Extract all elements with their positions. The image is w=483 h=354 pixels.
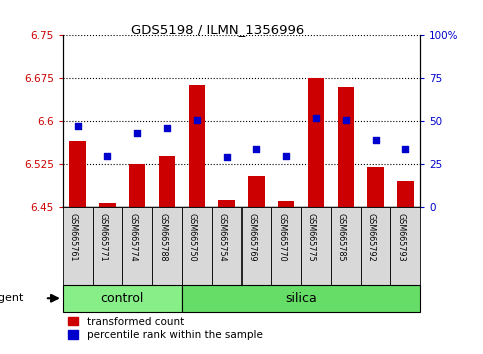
Bar xyxy=(182,285,420,312)
Text: GSM665792: GSM665792 xyxy=(367,213,376,262)
Bar xyxy=(99,203,115,207)
Text: GDS5198 / ILMN_1356996: GDS5198 / ILMN_1356996 xyxy=(131,23,304,36)
Bar xyxy=(152,207,182,285)
Text: GSM665774: GSM665774 xyxy=(128,213,137,262)
Text: GSM665754: GSM665754 xyxy=(218,213,227,262)
Text: GSM665788: GSM665788 xyxy=(158,213,167,262)
Text: GSM665785: GSM665785 xyxy=(337,213,346,262)
Bar xyxy=(301,207,331,285)
Bar xyxy=(248,176,265,207)
Bar xyxy=(242,207,271,285)
Point xyxy=(223,154,230,160)
Bar xyxy=(70,141,86,207)
Bar xyxy=(122,207,152,285)
Bar xyxy=(390,207,420,285)
Point xyxy=(282,153,290,158)
Point xyxy=(401,146,409,152)
Point xyxy=(163,125,171,131)
Text: agent: agent xyxy=(0,293,24,303)
Point xyxy=(312,115,320,121)
Text: GSM665771: GSM665771 xyxy=(99,213,108,262)
Bar xyxy=(129,164,145,207)
Bar xyxy=(93,207,122,285)
Point xyxy=(253,146,260,152)
Bar xyxy=(308,78,324,207)
Text: GSM665750: GSM665750 xyxy=(188,213,197,262)
Point xyxy=(193,117,201,122)
Bar xyxy=(182,207,212,285)
Text: silica: silica xyxy=(285,292,317,305)
Bar xyxy=(63,285,182,312)
Point xyxy=(74,124,82,129)
Bar xyxy=(271,207,301,285)
Text: GSM665775: GSM665775 xyxy=(307,213,316,262)
Point xyxy=(133,130,141,136)
Point xyxy=(372,137,380,143)
Legend: transformed count, percentile rank within the sample: transformed count, percentile rank withi… xyxy=(68,317,263,340)
Bar xyxy=(159,156,175,207)
Text: control: control xyxy=(100,292,144,305)
Bar xyxy=(397,181,413,207)
Bar xyxy=(331,207,361,285)
Point xyxy=(104,153,112,158)
Bar xyxy=(189,85,205,207)
Bar xyxy=(361,207,390,285)
Bar xyxy=(368,167,384,207)
Text: GSM665770: GSM665770 xyxy=(277,213,286,262)
Bar xyxy=(278,201,294,207)
Bar xyxy=(212,207,242,285)
Text: GSM665761: GSM665761 xyxy=(69,213,78,262)
Point xyxy=(342,117,350,122)
Bar xyxy=(218,200,235,207)
Bar xyxy=(63,207,93,285)
Text: GSM665769: GSM665769 xyxy=(247,213,256,262)
Bar xyxy=(338,87,354,207)
Text: GSM665793: GSM665793 xyxy=(397,213,405,262)
